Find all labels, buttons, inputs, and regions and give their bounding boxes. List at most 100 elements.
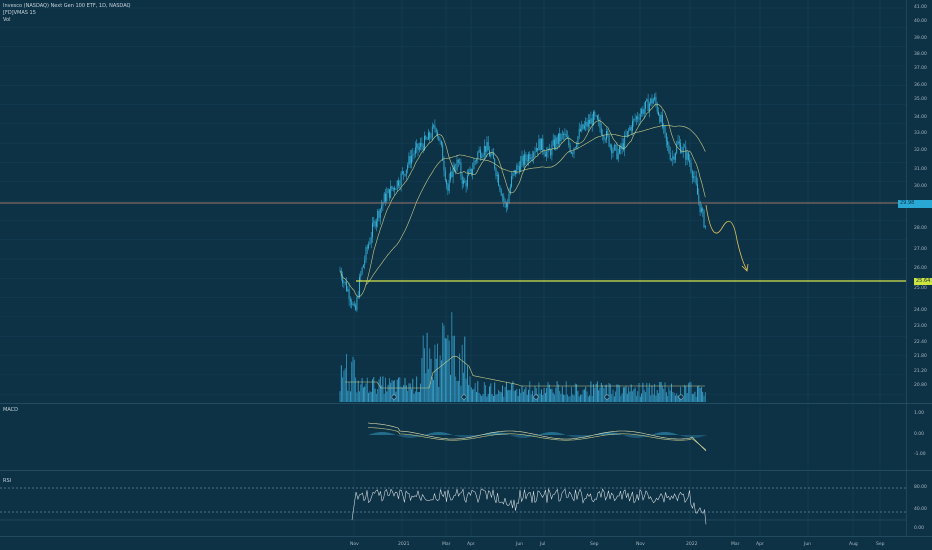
volume-bar [563, 394, 565, 402]
macd-histogram-bar [583, 435, 585, 438]
volume-bar [502, 385, 503, 402]
price-axis-label: 21.20 [914, 368, 927, 374]
current-price-tag: 29.98 [898, 200, 932, 208]
volume-bar [626, 393, 628, 402]
candle-body [360, 273, 362, 277]
macd-histogram-bar [693, 435, 695, 438]
candle-body [366, 247, 368, 249]
candle-body [464, 180, 466, 183]
volume-bar [638, 383, 640, 402]
volume-bar [362, 387, 364, 402]
macd-histogram-bar [703, 435, 705, 437]
volume-bar [561, 386, 563, 402]
price-axis-label: 24.00 [914, 307, 927, 313]
candle-body [564, 133, 566, 135]
macd-histogram-bar [497, 432, 499, 435]
macd-histogram-bar [543, 433, 545, 435]
legend-title[interactable]: Invesco (NASDAQ) Next Gen 100 ETF, 1D, N… [3, 3, 131, 9]
macd-axis-label: 1.00 [914, 410, 924, 416]
volume-bar [554, 394, 555, 402]
candle-body [593, 111, 594, 126]
volume-bar [616, 384, 618, 402]
macd-histogram-bar [659, 432, 661, 435]
candle-body [342, 277, 344, 283]
volume-bar [594, 387, 596, 402]
candle-body [477, 152, 479, 160]
legend-indicator[interactable]: [FD]VMAS 15 [3, 10, 36, 16]
macd-histogram-bar [437, 432, 439, 435]
volume-bar [544, 392, 546, 402]
volume-bar [369, 391, 371, 402]
macd-histogram-bar [465, 435, 467, 438]
volume-bar [589, 395, 591, 402]
candle-body [348, 289, 350, 300]
volume-bar [450, 374, 451, 402]
candle-body [573, 148, 575, 154]
candle-body [455, 170, 457, 171]
candle-body [361, 267, 363, 274]
volume-bar [483, 382, 485, 402]
macd-histogram-bar [613, 432, 615, 435]
volume-bar [444, 338, 446, 402]
volume-bar [413, 393, 415, 402]
volume-bar [607, 396, 609, 402]
macd-histogram-bar [385, 432, 387, 435]
time-axis-label: Nov [350, 541, 359, 547]
volume-bar [645, 392, 646, 402]
macd-axis-label: 0.00 [914, 431, 924, 437]
candle-body [362, 264, 364, 268]
macd-histogram-bar [407, 435, 409, 438]
candle-body [456, 159, 458, 171]
volume-bar [619, 385, 620, 402]
candle-body [658, 111, 659, 116]
volume-bar [655, 395, 657, 402]
volume-bar [585, 386, 587, 402]
volume-bar [520, 392, 522, 402]
candle-body [408, 155, 410, 166]
macd-histogram-bar [375, 432, 377, 435]
macd-histogram-bar [539, 434, 541, 435]
volume-bar [517, 395, 519, 402]
candle-body [693, 176, 695, 178]
candle-body [479, 149, 481, 158]
candle-body [427, 132, 429, 140]
candle-body [498, 174, 500, 186]
candle-body [639, 113, 641, 120]
candle-body [431, 126, 433, 138]
candle-body [580, 128, 581, 132]
volume-bar [541, 389, 542, 402]
macd-histogram-bar [625, 435, 627, 437]
candle-body [451, 172, 453, 177]
candle-body [604, 139, 606, 140]
candle-body [463, 180, 464, 184]
volume-bar [434, 344, 436, 402]
volume-bar [516, 388, 518, 402]
macd-histogram-bar [587, 435, 589, 437]
macd-histogram-bar [575, 435, 577, 438]
volume-bar [526, 394, 528, 402]
volume-bar [674, 395, 676, 402]
candle-body [661, 114, 663, 128]
volume-bar [559, 390, 561, 402]
candle-body [612, 150, 614, 154]
macd-histogram-bar [701, 435, 703, 437]
rsi-axis-label: 0.00 [914, 525, 924, 531]
volume-bar [377, 389, 379, 402]
volume-bar [417, 392, 419, 402]
volume-bar [498, 389, 500, 402]
legend-volume[interactable]: Vol [3, 17, 11, 23]
candle-body [673, 156, 675, 160]
candle-body [491, 152, 493, 155]
candle-body [369, 242, 371, 245]
candle-body [381, 205, 383, 209]
candle-body [680, 143, 682, 153]
volume-bar [608, 383, 610, 402]
candle-body [407, 165, 409, 170]
macd-histogram-bar [487, 432, 489, 435]
candle-body [440, 140, 442, 145]
volume-bar [507, 390, 509, 402]
volume-bar [609, 384, 611, 402]
candle-body [433, 125, 435, 127]
